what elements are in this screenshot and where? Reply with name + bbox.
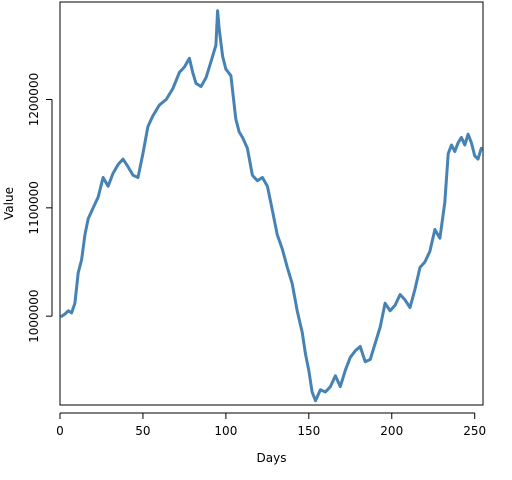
y-tick-label: 1000000 [27,289,41,342]
series-line [60,9,483,403]
y-tick-label: 1200000 [27,73,41,126]
x-tick-label: 100 [214,424,237,438]
y-axis: 1000000 1100000 1200000 [27,73,53,343]
y-axis-title: Value [2,187,16,220]
x-axis: 0 50 100 150 200 250 [56,412,486,438]
x-tick-label: 150 [297,424,320,438]
y-tick-label: 1100000 [27,181,41,234]
x-axis-title: Days [257,451,287,465]
x-tick-label: 200 [380,424,403,438]
x-tick-label: 0 [56,424,64,438]
plot-frame [59,1,484,406]
x-tick-label: 250 [463,424,486,438]
x-tick-label: 50 [135,424,150,438]
series-group [60,9,483,403]
